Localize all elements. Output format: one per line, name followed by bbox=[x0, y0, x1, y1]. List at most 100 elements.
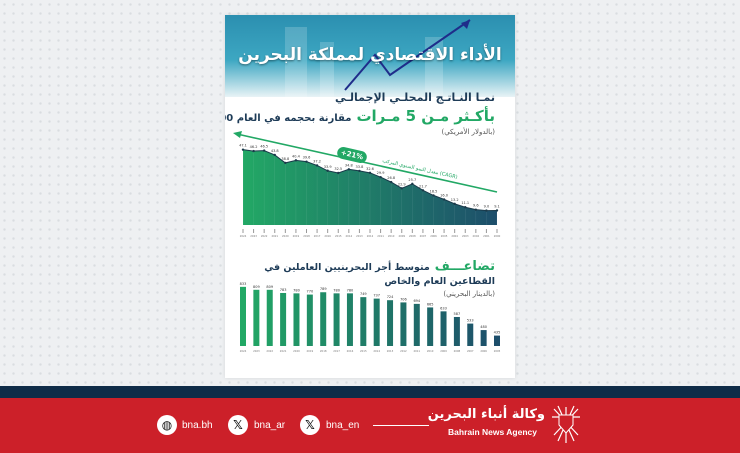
data-label: 37.2 bbox=[313, 159, 321, 163]
bar-label: 587 bbox=[454, 312, 461, 316]
bar bbox=[280, 292, 287, 346]
x-tick bbox=[433, 229, 434, 233]
arrow-head-icon bbox=[233, 131, 242, 138]
data-label: 32.6 bbox=[366, 167, 374, 171]
x-tick-label: 2017 bbox=[333, 349, 340, 353]
x-tick bbox=[348, 229, 350, 233]
x-tick-label: 2020 bbox=[293, 349, 300, 353]
x-en-link[interactable]: bna_en bbox=[326, 420, 360, 431]
x-tick-label: 2011 bbox=[377, 234, 384, 238]
bna-emblem-icon bbox=[552, 405, 580, 443]
x-tick-label: 2008 bbox=[409, 234, 416, 238]
bar bbox=[413, 303, 420, 346]
x-tick-label: 2022 bbox=[261, 234, 268, 238]
bar-label: 633 bbox=[440, 306, 447, 310]
x-tick bbox=[242, 229, 244, 233]
x-tick-label: 2024 bbox=[240, 234, 247, 238]
data-point bbox=[294, 159, 298, 162]
x-tick-label: 2019 bbox=[293, 234, 300, 238]
x-tick-label: 2012 bbox=[367, 234, 374, 238]
data-point bbox=[432, 194, 435, 197]
data-point bbox=[485, 209, 488, 212]
globe-icon[interactable]: ◍ bbox=[157, 415, 177, 435]
x-logo-icon[interactable]: 𝕏 bbox=[228, 415, 248, 435]
x-tick-label: 2011 bbox=[413, 349, 420, 353]
data-label: 9.6 bbox=[473, 204, 479, 208]
bar-label: 833 bbox=[240, 282, 247, 286]
x-tick bbox=[464, 229, 466, 233]
x-tick-label: 2019 bbox=[307, 349, 314, 353]
x-tick-label: 2006 bbox=[430, 234, 437, 238]
data-label: 25.7 bbox=[408, 178, 416, 182]
x-tick-label: 2015 bbox=[335, 234, 342, 238]
x-tick-label: 2017 bbox=[314, 234, 321, 238]
bar-label: 809 bbox=[253, 285, 260, 289]
bar-label: 789 bbox=[320, 287, 327, 291]
bar bbox=[480, 330, 487, 346]
gdp-subheading: مقارنة بحجمه في العام 2000 bbox=[225, 113, 352, 124]
data-point bbox=[262, 149, 266, 152]
data-label: 40.4 bbox=[292, 154, 301, 158]
bar-label: 809 bbox=[266, 285, 273, 289]
x-tick bbox=[401, 229, 403, 233]
data-point bbox=[305, 160, 308, 163]
wages-heading-row: تضاعـــف متوسط أجر البحرينيين العاملين ف… bbox=[264, 259, 495, 274]
x-tick-label: 2014 bbox=[346, 234, 353, 238]
brand-arabic: وكالة أنباء البحرين bbox=[427, 407, 545, 422]
x-tick bbox=[475, 229, 477, 233]
x-ar-link[interactable]: bna_ar bbox=[254, 420, 286, 431]
x-tick-label: 2016 bbox=[324, 234, 331, 238]
data-label: 11.1 bbox=[461, 201, 469, 205]
wages-unit: (بالدينار البحريني) bbox=[443, 290, 495, 298]
bar bbox=[467, 323, 474, 346]
x-tick bbox=[253, 229, 255, 233]
x-tick-label: 2013 bbox=[356, 234, 363, 238]
data-point bbox=[400, 187, 403, 190]
data-label: 46.2 bbox=[250, 145, 258, 149]
x-tick-label: 2006 bbox=[480, 349, 487, 353]
x-tick bbox=[411, 229, 413, 233]
data-label: 34.8 bbox=[345, 163, 353, 167]
website-link[interactable]: bna.bh bbox=[182, 420, 213, 431]
bar-label: 665 bbox=[427, 302, 434, 306]
x-tick-label: 2007 bbox=[467, 349, 474, 353]
data-point bbox=[453, 202, 456, 206]
wages-highlight: تضاعـــف bbox=[434, 259, 495, 274]
bar bbox=[320, 292, 327, 346]
data-point bbox=[464, 206, 467, 209]
x-tick bbox=[316, 229, 318, 233]
x-tick-label: 2020 bbox=[282, 234, 289, 238]
bar bbox=[494, 335, 500, 346]
bar bbox=[440, 311, 447, 346]
bar-label: 694 bbox=[413, 299, 420, 303]
data-point bbox=[389, 180, 393, 184]
data-point bbox=[273, 153, 276, 157]
x-tick-label: 2013 bbox=[387, 349, 394, 353]
bar-label: 780 bbox=[347, 288, 354, 292]
x-tick-label: 2018 bbox=[320, 349, 327, 353]
data-label: 33.8 bbox=[356, 165, 364, 169]
brand-english: Bahrain News Agency bbox=[448, 427, 537, 437]
data-label: 38.8 bbox=[281, 157, 289, 161]
cagr-trend-line bbox=[236, 133, 498, 193]
data-label: 43.8 bbox=[271, 149, 279, 153]
x-tick-label: 2009 bbox=[398, 234, 405, 238]
wages-subheading: القطاعين العام والخاص bbox=[384, 276, 495, 287]
data-label: 32.5 bbox=[334, 167, 342, 171]
bar-label: 533 bbox=[467, 319, 474, 323]
bar-label: 780 bbox=[333, 288, 340, 292]
x-tick-label: 2010 bbox=[388, 234, 395, 238]
x-logo-icon[interactable]: 𝕏 bbox=[300, 415, 320, 435]
data-label: 46.5 bbox=[260, 145, 268, 149]
data-point bbox=[241, 148, 245, 151]
data-point bbox=[315, 164, 319, 167]
data-label: 47.1 bbox=[239, 144, 247, 148]
bar bbox=[306, 294, 313, 346]
data-label: 26.8 bbox=[387, 176, 395, 180]
x-tick bbox=[337, 229, 339, 233]
gdp-unit: (بالدولار الأمريكي) bbox=[441, 128, 495, 136]
x-tick-label: 2007 bbox=[420, 234, 427, 238]
data-point bbox=[474, 208, 478, 211]
hero-banner: الأداء الاقتصادي لمملكة البحرين bbox=[225, 15, 515, 97]
x-tick-label: 2004 bbox=[451, 234, 458, 238]
